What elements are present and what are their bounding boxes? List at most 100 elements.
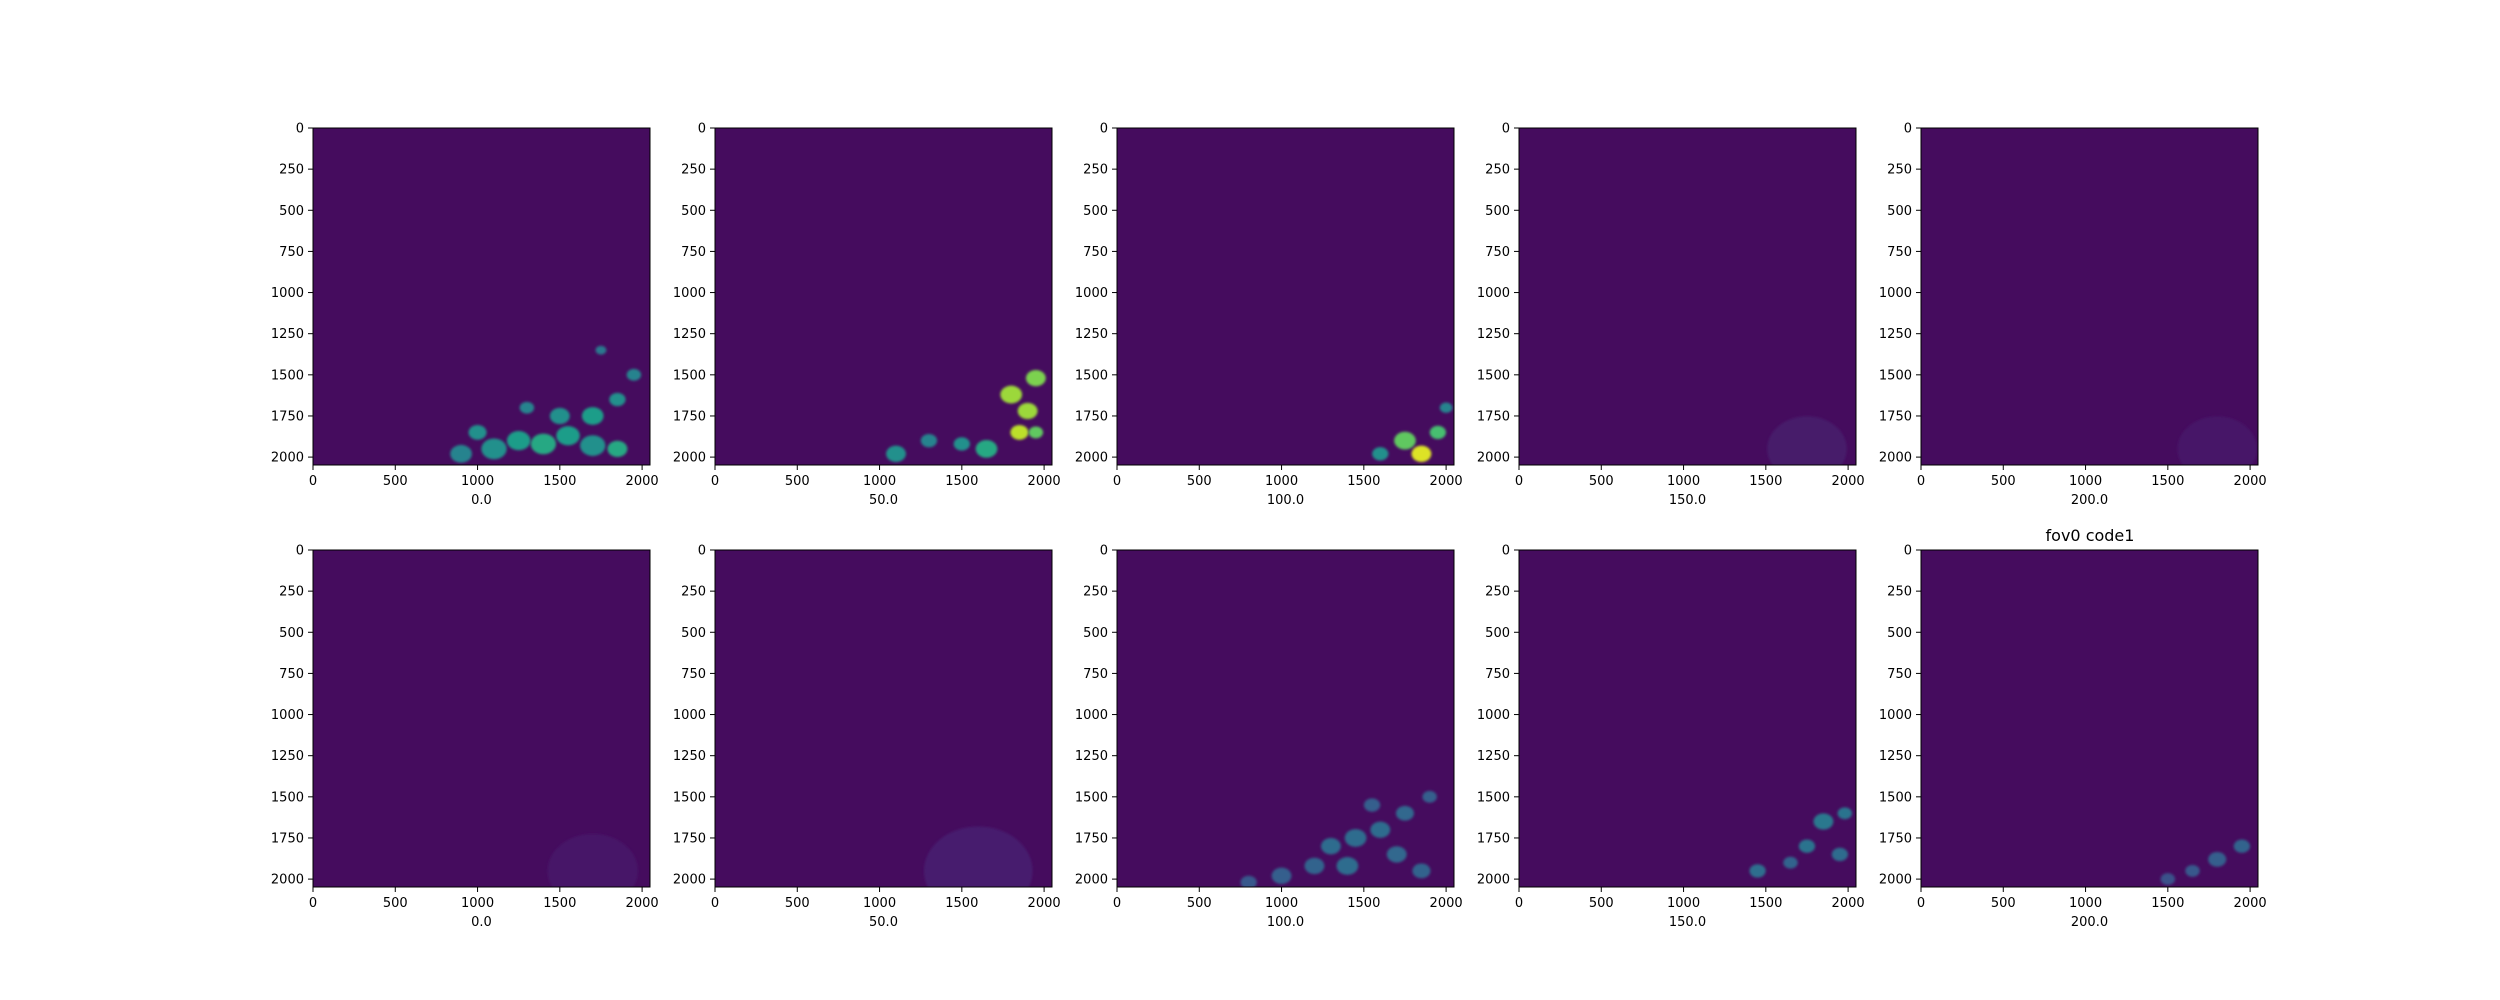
- x-tick-label: 500: [1991, 474, 2016, 489]
- y-tick-label: 1000: [1477, 286, 1510, 301]
- x-axis-label: 0.0: [471, 915, 492, 930]
- y-tick-label: 250: [279, 585, 304, 600]
- heatmap-background: [313, 550, 650, 887]
- cell-blob: [1422, 790, 1437, 803]
- x-axis-label: 100.0: [1267, 493, 1304, 508]
- x-tick-label: 1000: [461, 896, 494, 911]
- cell-blob: [1411, 445, 1432, 462]
- cell-blob: [481, 438, 507, 460]
- cell-blob: [1395, 805, 1415, 821]
- y-tick-label: 1250: [1075, 749, 1108, 764]
- heatmap-background: [1117, 550, 1454, 887]
- cell-blob: [1749, 864, 1766, 878]
- y-tick-label: 2000: [271, 873, 304, 888]
- cell-blob: [2208, 851, 2227, 867]
- y-tick-label: 2000: [673, 451, 706, 466]
- x-axis-label: 50.0: [869, 493, 898, 508]
- y-tick-label: 2000: [1477, 873, 1510, 888]
- x-tick-label: 0: [1113, 896, 1121, 911]
- heatmap-panel-2-4: 0 500 1000 1500 2000 0 250 500 750 1000 1250 1500 17…: [1477, 544, 1865, 931]
- cell-blob: [1831, 847, 1849, 862]
- y-tick-label: 1750: [1075, 831, 1108, 846]
- cell-blob: [886, 445, 906, 462]
- y-tick-label: 250: [1485, 585, 1510, 600]
- y-tick-label: 1250: [1879, 749, 1912, 764]
- x-tick-label: 500: [1589, 474, 1614, 489]
- cell-blob: [1837, 807, 1853, 820]
- y-tick-label: 500: [279, 626, 304, 641]
- x-tick-label: 0: [1917, 474, 1925, 489]
- y-tick-label: 1250: [1075, 327, 1108, 342]
- y-tick-label: 1750: [673, 409, 706, 424]
- x-tick-label: 2000: [1430, 896, 1463, 911]
- y-tick-label: 750: [1485, 667, 1510, 682]
- heatmap-background: [1921, 550, 2258, 887]
- cell-blob: [1394, 431, 1416, 450]
- x-axis-label: 100.0: [1267, 915, 1304, 930]
- heatmap-panel-1-5: 0 500 1000 1500 2000 0 250 500 750 1000 1250 1500 17…: [1879, 122, 2267, 509]
- cell-blob: [1386, 846, 1407, 863]
- x-tick-label: 2000: [2234, 474, 2267, 489]
- y-tick-label: 1250: [1477, 327, 1510, 342]
- y-tick-label: 1250: [271, 749, 304, 764]
- y-tick-label: 0: [1904, 122, 1912, 137]
- y-tick-label: 1500: [673, 368, 706, 383]
- y-tick-label: 2000: [271, 451, 304, 466]
- y-tick-label: 750: [1485, 245, 1510, 260]
- plot-frame: [714, 127, 1053, 466]
- x-tick-label: 1000: [863, 896, 896, 911]
- plot-frame: [714, 549, 1053, 888]
- y-tick-label: 1000: [271, 286, 304, 301]
- cell-blob: [580, 435, 606, 456]
- y-tick-label: 500: [1887, 204, 1912, 219]
- x-axis-label: 200.0: [2071, 493, 2108, 508]
- cell-blob: [1028, 426, 1044, 439]
- cell-blob: [1025, 369, 1046, 387]
- x-tick-label: 1500: [1347, 896, 1380, 911]
- x-tick-label: 0: [711, 474, 719, 489]
- x-tick-label: 1000: [1265, 896, 1298, 911]
- y-tick-label: 2000: [1477, 451, 1510, 466]
- x-axis-label: 50.0: [869, 915, 898, 930]
- y-tick-label: 1750: [673, 831, 706, 846]
- x-tick-label: 1000: [1667, 896, 1700, 911]
- y-tick-label: 0: [296, 122, 304, 137]
- y-tick-label: 750: [1887, 667, 1912, 682]
- heatmap-panel-2-1: 0 500 1000 1500 2000 0 250 500 750 1000 1250 1500 17…: [271, 544, 659, 931]
- plot-frame: [1116, 549, 1455, 888]
- x-tick-label: 500: [383, 896, 408, 911]
- y-tick-label: 500: [681, 204, 706, 219]
- y-tick-label: 1500: [1075, 368, 1108, 383]
- heatmap-background: [1921, 128, 2258, 465]
- cell-blob: [2160, 873, 2176, 886]
- y-tick-label: 250: [1887, 585, 1912, 600]
- x-tick-label: 1500: [1347, 474, 1380, 489]
- x-tick-label: 0: [1113, 474, 1121, 489]
- heatmap-panel-2-3: 0 500 1000 1500 2000 0 250 500 750 1000 1250 1500 17…: [1075, 544, 1463, 931]
- x-tick-label: 1500: [2151, 896, 2184, 911]
- cell-blob: [920, 433, 938, 448]
- y-tick-label: 250: [681, 163, 706, 178]
- y-tick-label: 750: [279, 245, 304, 260]
- y-tick-label: 750: [681, 245, 706, 260]
- heatmap-panel-1-1: 0 500 1000 1500 2000 0 250 500 750 1000 1250 1500 17…: [271, 122, 659, 509]
- y-tick-label: 500: [681, 626, 706, 641]
- x-tick-label: 1500: [945, 474, 978, 489]
- y-tick-label: 1500: [271, 368, 304, 383]
- cell-blob: [607, 440, 628, 458]
- x-tick-label: 2000: [1832, 474, 1865, 489]
- cell-blob: [1344, 829, 1367, 847]
- x-tick-label: 1500: [1749, 896, 1782, 911]
- cell-blob: [1240, 875, 1257, 887]
- y-tick-label: 1000: [673, 286, 706, 301]
- y-tick-label: 250: [1887, 163, 1912, 178]
- cell-blob: [1372, 447, 1389, 461]
- plot-frame: [312, 127, 651, 466]
- heatmap-panel-2-5: 0 500 1000 1500 2000 0 250 500 750 1000 1250 1500 17…: [1879, 544, 2267, 931]
- cell-blob: [1320, 838, 1341, 855]
- y-tick-label: 250: [1485, 163, 1510, 178]
- x-tick-label: 1000: [2069, 896, 2102, 911]
- y-tick-label: 2000: [1879, 873, 1912, 888]
- x-tick-label: 0: [1515, 896, 1523, 911]
- x-tick-label: 500: [785, 896, 810, 911]
